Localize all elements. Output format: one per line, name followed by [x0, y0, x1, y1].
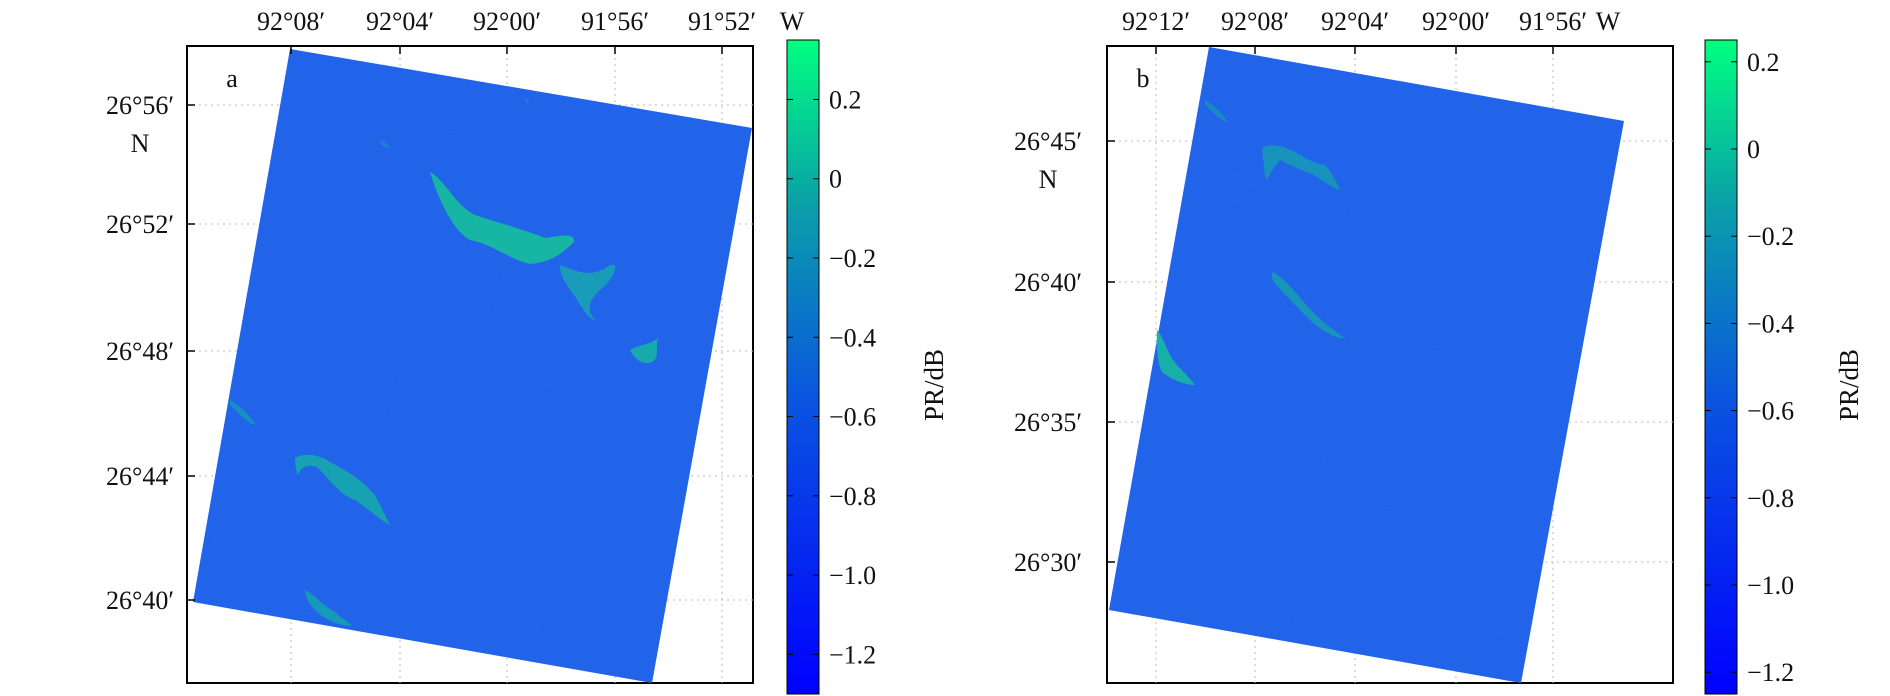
panel-a-colorbar-tick-label-6: −0.8: [829, 482, 876, 511]
panel-a-colorbar-tick-label-2: 0: [829, 165, 842, 194]
panel-b-colorbar-label: PR/dB: [1834, 349, 1864, 421]
panel-b-slick-features: [1156, 100, 1345, 385]
panel-a-colorbar-tick-label-3: −0.2: [829, 244, 876, 273]
panel-a-colorbar-tick-label-7: −1.0: [829, 561, 876, 590]
panel-b-letter: b: [1137, 64, 1150, 93]
panel-b-colorbar-ticks: 0.2 0 −0.2 −0.4 −0.6 −0.8 −1.0 −1.2: [1705, 48, 1794, 687]
panel-b-colorbar-tick-label-8: −1.2: [1747, 658, 1794, 687]
panel-b-slick-3: [1272, 272, 1345, 339]
panel-b-top-unit: W: [1596, 7, 1621, 36]
panel-a-colorbar-tick-label-1: 0.2: [829, 85, 862, 114]
panel-b-left-tick-1: 26°45′: [1014, 127, 1082, 156]
panel-b-left-tick-2: 26°40′: [1014, 268, 1082, 297]
panel-a-top-tick-5: 91°52′: [688, 7, 756, 36]
panel-b-slick-4: [1156, 330, 1195, 385]
panel-b-top-tick-4: 92°00′: [1422, 7, 1490, 36]
panel-b-top-tick-1: 92°12′: [1122, 7, 1190, 36]
panel-a-top-tick-3: 92°00′: [473, 7, 541, 36]
panel-a-left-tick-1: 26°56′: [106, 91, 174, 120]
panel-a-slick-features: [230, 98, 658, 626]
panel-b-left-unit: N: [1039, 165, 1058, 194]
panel-b-swath-texture: [1109, 47, 1624, 683]
panel-b-colorbar-tick-label-5: −0.6: [1747, 397, 1794, 426]
panel-b: 92°12′ 92°08′ 92°04′ 92°00′ 91°56′ W 26°…: [1014, 7, 1864, 695]
panel-a-colorbar-tick-label-5: −0.6: [829, 403, 876, 432]
panel-a-colorbar-tick-label-8: −1.2: [829, 640, 876, 669]
panel-b-top-tick-5: 91°56′: [1519, 7, 1587, 36]
panel-a-slick-2: [560, 264, 616, 320]
panel-a-top-tick-4: 91°56′: [581, 7, 649, 36]
panel-b-ticks: [1107, 46, 1554, 563]
panel-b-colorbar-tick-label-3: −0.2: [1747, 222, 1794, 251]
panel-a-slick-6: [305, 590, 352, 626]
panel-a-top-tick-2: 92°04′: [366, 7, 434, 36]
panel-a-colorbar-tick-label-4: −0.4: [829, 323, 876, 352]
panel-b-left-tick-3: 26°35′: [1014, 408, 1082, 437]
panel-a-colorbar: [786, 39, 820, 695]
panel-a-left-tick-2: 26°52′: [106, 210, 174, 239]
panel-b-colorbar-tick-label-7: −1.0: [1747, 571, 1794, 600]
panel-b-colorbar-tick-label-6: −0.8: [1747, 484, 1794, 513]
panel-a-frame: [186, 45, 754, 684]
panel-a-left-tick-4: 26°44′: [106, 462, 174, 491]
panel-b-top-tick-2: 92°08′: [1221, 7, 1289, 36]
panel-a-left-tick-3: 26°48′: [106, 337, 174, 366]
panel-a-slick-4: [295, 454, 390, 525]
panel-a-swath-texture: [193, 49, 752, 683]
panel-a-ticks: [187, 46, 723, 601]
panel-a-left-unit: N: [131, 129, 150, 158]
panel-b-slick-2: [1205, 100, 1228, 122]
panel-a: 92°08′ 92°04′ 92°00′ 91°56′ 91°52′ W 26°…: [106, 7, 949, 695]
panel-a-letter: a: [226, 64, 238, 93]
panel-b-colorbar: [1704, 39, 1738, 695]
panel-a-colorbar-ticks: 0.2 0 −0.2 −0.4 −0.6 −0.8 −1.0 −1.2: [787, 85, 876, 669]
panel-a-top-unit: W: [780, 7, 805, 36]
panel-b-left-tick-4: 26°30′: [1014, 548, 1082, 577]
panel-a-slick-5: [230, 400, 256, 425]
panel-b-top-tick-3: 92°04′: [1321, 7, 1389, 36]
panel-b-colorbar-tick-label-4: −0.4: [1747, 309, 1794, 338]
panel-b-frame: [1106, 45, 1674, 684]
panel-a-slick-7: [380, 140, 389, 148]
panel-a-colorbar-label: PR/dB: [919, 349, 949, 421]
panel-a-top-tick-1: 92°08′: [257, 7, 325, 36]
panel-a-left-tick-5: 26°40′: [106, 586, 174, 615]
panel-b-slick-1: [1262, 145, 1340, 190]
panel-a-slick-3: [630, 338, 658, 364]
panel-a-slick-8: [525, 98, 529, 104]
panel-b-colorbar-tick-label-1: 0.2: [1747, 48, 1780, 77]
panel-a-slick-1: [430, 172, 575, 264]
panel-b-colorbar-tick-label-2: 0: [1747, 135, 1760, 164]
